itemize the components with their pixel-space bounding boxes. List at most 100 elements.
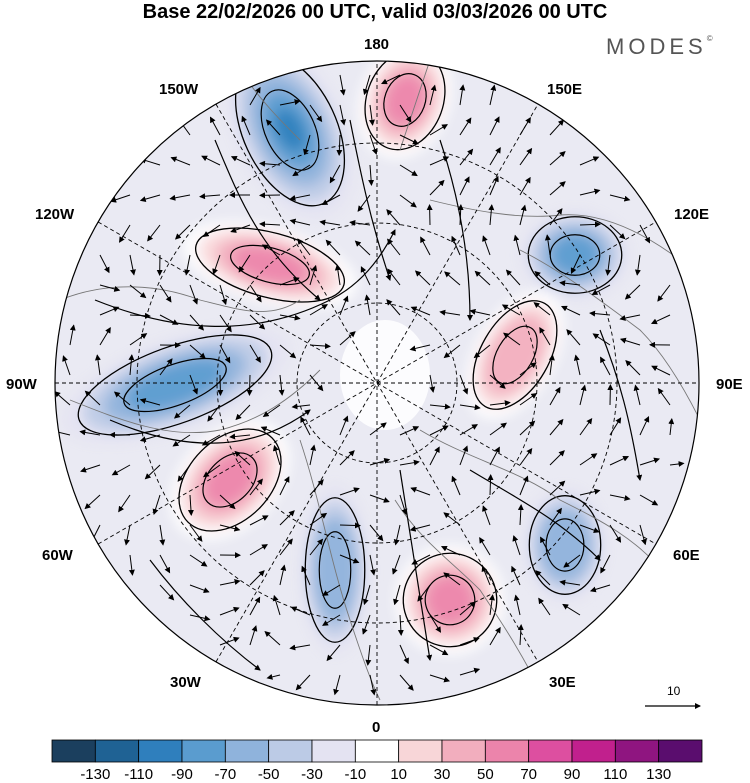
coastline-6 <box>419 429 671 581</box>
wind-vector-105 <box>414 270 431 286</box>
wind-vector-203 <box>489 422 507 436</box>
wind-vector-119 <box>249 314 266 330</box>
wind-vector-29 <box>259 160 281 167</box>
wind-vector-282 <box>540 536 551 556</box>
colorbar-tick-label: 10 <box>390 766 407 783</box>
anomaly-core-4 <box>123 357 227 413</box>
wind-vector-328 <box>333 674 341 696</box>
wind-vector-195 <box>229 433 251 440</box>
wind-vector-135 <box>99 327 111 346</box>
wind-vector-61 <box>230 224 251 233</box>
wind-vector-196 <box>260 426 281 436</box>
wind-vector-102 <box>334 264 341 286</box>
latitude-circle-1 <box>216 222 538 544</box>
wind-vector-307 <box>362 614 371 635</box>
wind-vector-309 <box>429 614 442 633</box>
wind-vector-24 <box>549 119 565 136</box>
wind-vector-139 <box>219 344 231 364</box>
wind-vector-85 <box>387 238 401 256</box>
wind-vector-58 <box>147 224 161 242</box>
wind-vector-122 <box>339 295 349 316</box>
wind-vector-214 <box>202 464 221 478</box>
wind-vector-232 <box>152 494 161 516</box>
wind-vector-212 <box>144 464 161 480</box>
wind-vector-248 <box>639 494 659 506</box>
wind-vector-266 <box>609 524 622 543</box>
wind-vector-296 <box>481 565 491 586</box>
wind-vector-330 <box>399 674 414 691</box>
wind-vector-233 <box>187 494 194 516</box>
wind-vector-332 <box>459 667 481 676</box>
wind-vector-275 <box>339 554 360 564</box>
wind-vector-64 <box>319 219 341 226</box>
coastline-1 <box>69 369 321 434</box>
wind-vector-207 <box>609 417 622 436</box>
wind-vector-123 <box>364 294 371 316</box>
wind-vector-237 <box>309 479 324 496</box>
anomaly-core-0 <box>260 89 320 171</box>
wind-vector-86 <box>420 236 431 256</box>
wind-vector-87 <box>451 235 461 256</box>
wind-vector-211 <box>111 464 131 476</box>
wind-vector-142 <box>309 343 331 350</box>
wind-vector-46 <box>289 194 311 201</box>
wind-vector-160 <box>278 374 285 396</box>
streamline-1 <box>109 409 311 444</box>
wind-vector-70 <box>519 204 527 226</box>
colorbar-swatch-8 <box>398 739 443 763</box>
wind-vector-314 <box>562 603 581 616</box>
wind-vector-132 <box>619 314 641 321</box>
wind-vector-82 <box>297 238 311 256</box>
wind-vector-40 <box>110 194 131 203</box>
wind-vector-94 <box>99 284 121 292</box>
anomaly-circulation-4 <box>77 334 273 436</box>
colorbar-swatch-7 <box>354 739 400 763</box>
wind-vector-72 <box>579 221 601 228</box>
streamline-6 <box>149 559 261 671</box>
wind-vector-291 <box>322 584 341 596</box>
anomaly-core-1 <box>383 73 427 127</box>
wind-vector-274 <box>309 538 324 556</box>
wind-vector-54 <box>549 181 566 196</box>
lon-label-60e: 60E <box>673 547 700 564</box>
wind-vector-96 <box>159 284 172 303</box>
wind-vector-264 <box>549 507 562 526</box>
wind-vector-173 <box>113 391 131 406</box>
wind-vector-221 <box>429 446 440 466</box>
wind-vector-107 <box>474 270 491 286</box>
wind-vector-118 <box>219 314 232 333</box>
wind-vector-263 <box>517 504 524 526</box>
wind-vector-169 <box>625 360 641 376</box>
wind-vector-0 <box>339 74 346 96</box>
wind-vector-228 <box>639 457 660 466</box>
wind-vector-143 <box>339 331 356 346</box>
wind-vector-126 <box>439 309 461 316</box>
colorbar-swatch-3 <box>181 739 226 763</box>
wind-vector-73 <box>609 224 626 240</box>
wind-vector-287 <box>219 579 241 586</box>
wind-vector-50 <box>429 179 445 196</box>
meridian-150 <box>215 103 539 663</box>
anomaly-circulation-9 <box>528 495 602 595</box>
wind-vector-187 <box>633 384 641 406</box>
wind-vector-234 <box>219 494 236 510</box>
wind-vector-229 <box>669 460 685 467</box>
wind-vector-51 <box>459 176 470 196</box>
wind-vector-13 <box>210 116 221 136</box>
wind-vector-276 <box>369 554 376 576</box>
wind-vector-219 <box>369 457 391 466</box>
wind-vector-180 <box>429 403 451 410</box>
wind-vector-316 <box>249 625 258 646</box>
lon-label-120e: 120E <box>674 206 710 223</box>
wind-vectors <box>55 74 685 696</box>
wind-vector-245 <box>549 480 566 496</box>
wind-vector-52 <box>489 175 499 196</box>
wind-vector-151 <box>619 337 641 346</box>
wind-vector-262 <box>482 505 491 526</box>
wind-vector-6 <box>339 104 347 126</box>
map-title: Base 22/02/2026 00 UTC, valid 03/03/2026… <box>142 1 608 23</box>
wind-vector-265 <box>579 524 600 534</box>
wind-vector-321 <box>399 644 409 665</box>
anomaly-core-6 <box>202 452 258 508</box>
